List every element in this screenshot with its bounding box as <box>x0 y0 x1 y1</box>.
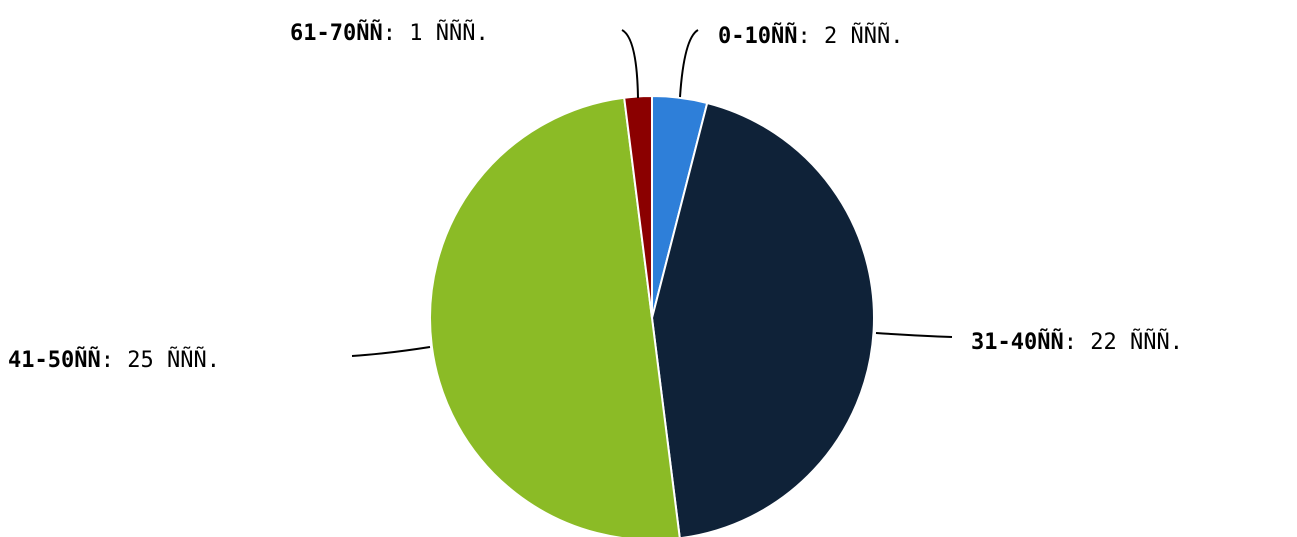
connector-0-10 <box>679 29 699 98</box>
label-separator: : <box>1064 330 1091 355</box>
label-category: 0-10ÑÑ <box>718 23 797 49</box>
data-label-0-10: 0-10ÑÑ: 2 ÑÑÑ. <box>718 22 903 49</box>
pie-slice-41-50 <box>429 96 681 537</box>
label-category: 31-40ÑÑ <box>971 329 1064 355</box>
data-label-61-70: 61-70ÑÑ: 1 ÑÑÑ. <box>290 19 489 46</box>
label-separator: : <box>101 348 128 373</box>
label-category: 61-70ÑÑ <box>290 20 383 46</box>
pie-slice-31-40 <box>650 101 875 537</box>
pie-slices <box>429 94 875 537</box>
label-connectors <box>351 29 953 357</box>
label-category: 41-50ÑÑ <box>8 347 101 373</box>
label-separator: : <box>797 24 824 49</box>
label-value: 22 ÑÑÑ. <box>1090 328 1183 355</box>
data-label-31-40: 31-40ÑÑ: 22 ÑÑÑ. <box>971 328 1183 355</box>
label-separator: : <box>383 21 410 46</box>
data-label-41-50: 41-50ÑÑ: 25 ÑÑÑ. <box>8 346 220 373</box>
connector-61-70 <box>621 29 639 99</box>
label-value: 25 ÑÑÑ. <box>127 346 220 373</box>
connector-31-40 <box>875 332 953 338</box>
data-labels: 0-10ÑÑ: 2 ÑÑÑ. 31-40ÑÑ: 22 ÑÑÑ. 41-50ÑÑ:… <box>8 19 1183 373</box>
label-value: 2 ÑÑÑ. <box>824 22 903 49</box>
connector-41-50 <box>351 346 431 357</box>
label-value: 1 ÑÑÑ. <box>409 19 488 46</box>
